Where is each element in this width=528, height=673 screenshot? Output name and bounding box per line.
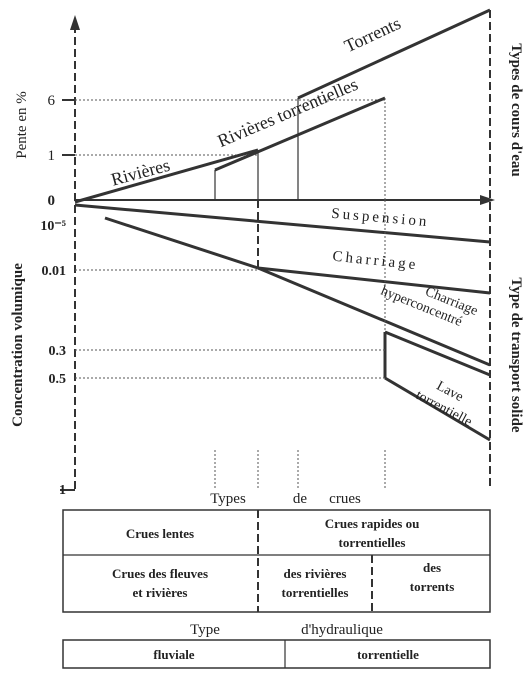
table-cell: Crues des fleuves [112, 566, 208, 581]
tick-label: 1 [48, 148, 56, 164]
tick-label: 0 [48, 193, 56, 209]
tick-label: 6 [48, 93, 56, 109]
stream-label: Torrents [341, 13, 404, 56]
axis-title: Concentration volumique [10, 263, 26, 427]
table-cell: torrentielles [282, 585, 349, 600]
transport-label: Suspension [331, 206, 430, 231]
transport-lines [74, 200, 491, 490]
side-title: Type de transport solide [508, 277, 524, 432]
tick-label: 0.5 [49, 372, 67, 387]
table-cell: Crues lentes [126, 526, 194, 541]
section-title: d'hydraulique [301, 622, 383, 638]
section-title: Types [210, 491, 246, 507]
section-title: de [293, 491, 308, 507]
axis-title: Pente en % [14, 91, 30, 158]
tick-label: 0.01 [42, 264, 67, 279]
table-cell: torrentielle [357, 647, 419, 662]
table-cell: et rivières [133, 585, 188, 600]
tick-label: 1 [59, 483, 66, 498]
tick-label: 10⁻⁵ [40, 219, 66, 234]
table-cell: des rivières [284, 566, 347, 581]
table-cell: torrentielles [339, 535, 406, 550]
side-title: Types de cours d'eau [508, 43, 524, 176]
transport-label: Charriage [332, 249, 419, 274]
section-title: Type [190, 622, 220, 638]
table-cell: Crues rapides ou [325, 516, 420, 531]
hydraulics-table [62, 639, 491, 669]
section-title: crues [329, 491, 361, 507]
table-cell: des [423, 560, 441, 575]
tick-label: 0.3 [49, 344, 67, 359]
floods-table [62, 509, 491, 613]
stream-lines [74, 8, 491, 204]
table-cell: torrents [410, 579, 455, 594]
table-cell: fluviale [153, 647, 194, 662]
axes [60, 10, 495, 491]
